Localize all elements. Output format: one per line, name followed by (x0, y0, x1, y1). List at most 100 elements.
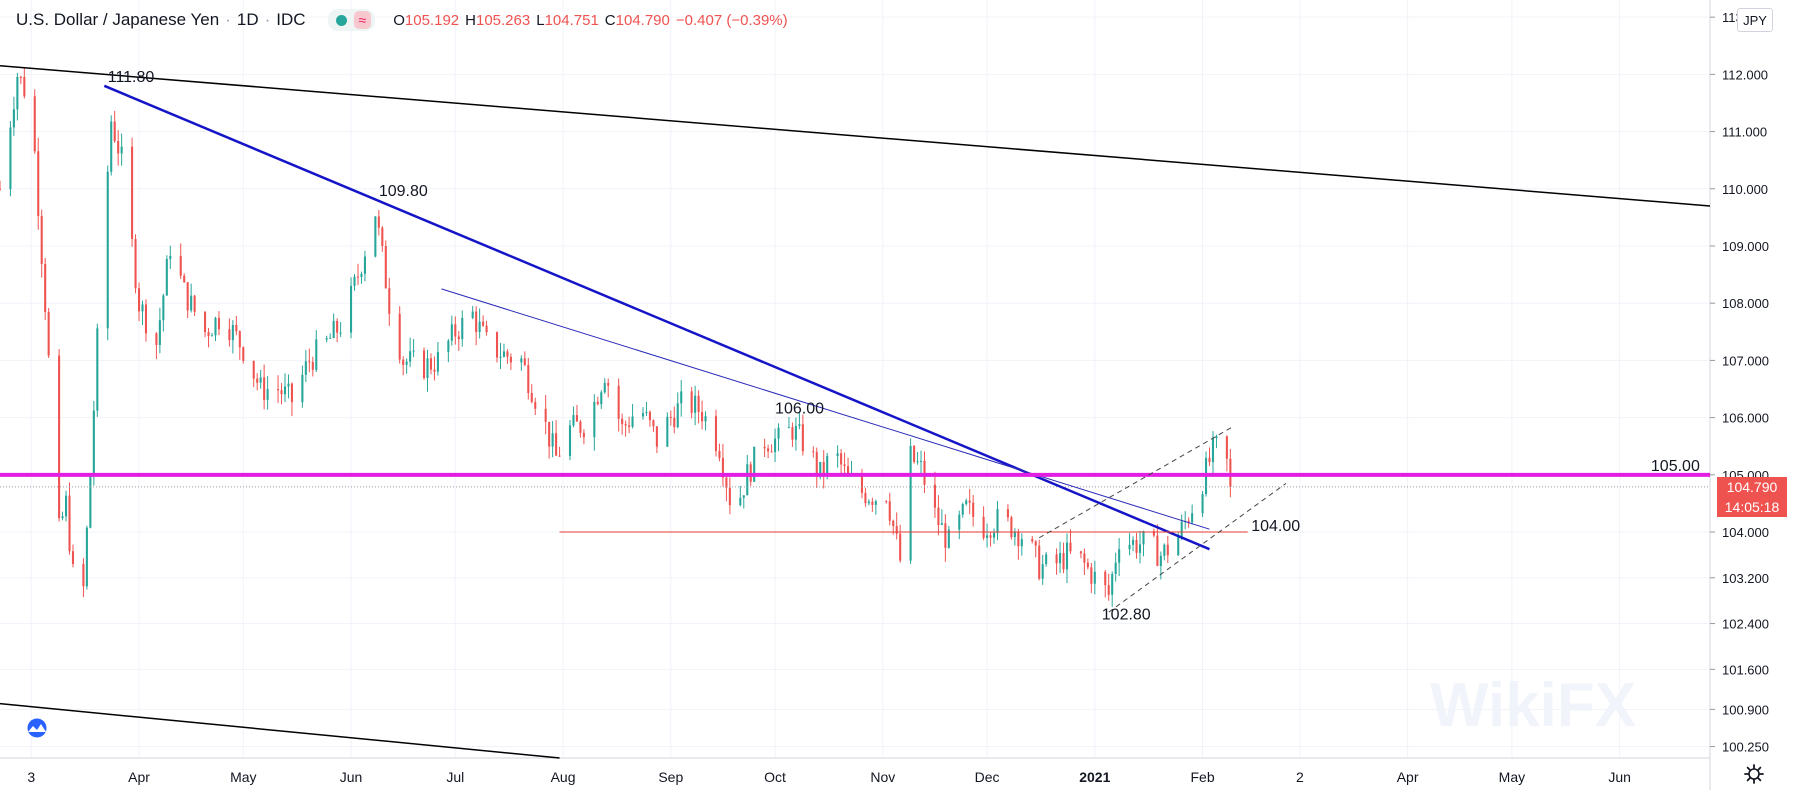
candle-body (739, 497, 742, 506)
candle-body (169, 255, 172, 259)
candle-body (433, 369, 436, 372)
candle-body (1229, 458, 1232, 487)
candle-body (913, 445, 916, 462)
candle-body (1010, 517, 1013, 538)
candle-body (461, 317, 464, 340)
time-tick-label: Sep (658, 769, 683, 785)
symbol-title[interactable]: U.S. Dollar / Japanese Yen (16, 10, 220, 29)
candle-body (888, 501, 891, 521)
lower-channel-line (0, 702, 560, 759)
candle-body (822, 461, 825, 475)
candle-body (947, 529, 950, 548)
candle-body (256, 378, 259, 383)
candle-body (1180, 521, 1183, 537)
candle-body (47, 312, 50, 356)
main-downtrend-line (103, 84, 1210, 551)
candle-body (794, 425, 797, 440)
candle-body (874, 501, 877, 505)
candle-body (339, 332, 342, 334)
candle-body (360, 273, 363, 277)
candle-body (916, 461, 919, 463)
low-value: 104.751 (544, 11, 599, 29)
candle-body (113, 121, 116, 142)
candle-body (1065, 542, 1069, 570)
candle-body (1055, 554, 1058, 564)
candle-body (1093, 571, 1096, 584)
candle-body (992, 532, 996, 538)
candle-body (1045, 554, 1048, 565)
price-tick-label: 102.400 (1722, 617, 1769, 632)
time-tick-label: Dec (975, 769, 1000, 785)
candle-body (137, 288, 141, 312)
candle-body (690, 391, 693, 413)
settings-gear-icon[interactable] (1744, 764, 1764, 784)
candle-body (263, 377, 266, 400)
candle-body (478, 321, 481, 333)
candle-body (44, 263, 47, 313)
candle-body (1159, 555, 1162, 566)
time-tick-label: Oct (764, 769, 786, 785)
candle-body (374, 216, 377, 257)
channel-upper-dashed (1038, 425, 1235, 539)
candle-body (183, 275, 186, 283)
candle-body (287, 383, 290, 387)
secondary-downtrend-line (441, 288, 1210, 530)
candle-body (141, 304, 144, 312)
candle-body (676, 403, 679, 428)
candle-body (937, 507, 940, 525)
candle-body (186, 282, 189, 311)
candle-body (746, 464, 749, 496)
candle-body (534, 402, 537, 409)
candle-body (791, 427, 794, 440)
candle-body (37, 151, 40, 216)
candle-body (1013, 532, 1016, 538)
candle-body (986, 535, 989, 538)
price-tick-label: 108.000 (1722, 296, 1769, 311)
candle-body (19, 76, 22, 78)
candle-body (68, 495, 71, 552)
candle-body (655, 426, 658, 447)
candle-body (666, 416, 669, 447)
candle-body (718, 451, 721, 458)
candle-body (131, 146, 134, 239)
tradingview-logo-icon[interactable] (20, 718, 54, 738)
candle-body (624, 424, 627, 426)
candle-body (801, 424, 804, 452)
candle-body (1208, 457, 1211, 463)
candle-body (120, 146, 123, 154)
candle-body (593, 401, 596, 438)
candle-body (892, 520, 895, 527)
price-tick-label: 101.600 (1722, 662, 1769, 677)
candle-body (482, 321, 485, 326)
candle-body (1041, 564, 1044, 579)
source-label: IDC (276, 10, 306, 29)
price-tick-label: 112.000 (1722, 67, 1768, 82)
candle-body (1152, 531, 1155, 536)
candle-body (742, 495, 745, 498)
candle-body (1031, 538, 1034, 542)
status-pill[interactable]: ≈ (327, 9, 376, 31)
candle-body (572, 415, 575, 426)
price-annotation: 102.80 (1102, 607, 1151, 624)
time-tick-label: Apr (128, 769, 150, 785)
candle-body (9, 127, 12, 190)
candle-body (280, 390, 283, 395)
candle-body (648, 411, 651, 421)
candle-body (33, 96, 36, 152)
candle-body (774, 438, 777, 453)
candle-body (1034, 541, 1037, 546)
currency-button[interactable]: JPY (1737, 8, 1773, 32)
candle-body (231, 324, 234, 341)
candle-body (277, 389, 280, 391)
candle-body (965, 500, 968, 505)
candle-body (721, 457, 724, 478)
close-value: 104.790 (615, 11, 670, 29)
time-tick-label: Nov (870, 769, 895, 785)
candle-body (311, 362, 314, 370)
candle-body (527, 364, 530, 394)
candle-body (96, 328, 99, 411)
interval-label[interactable]: 1D (236, 10, 259, 29)
candle-body (193, 295, 196, 312)
